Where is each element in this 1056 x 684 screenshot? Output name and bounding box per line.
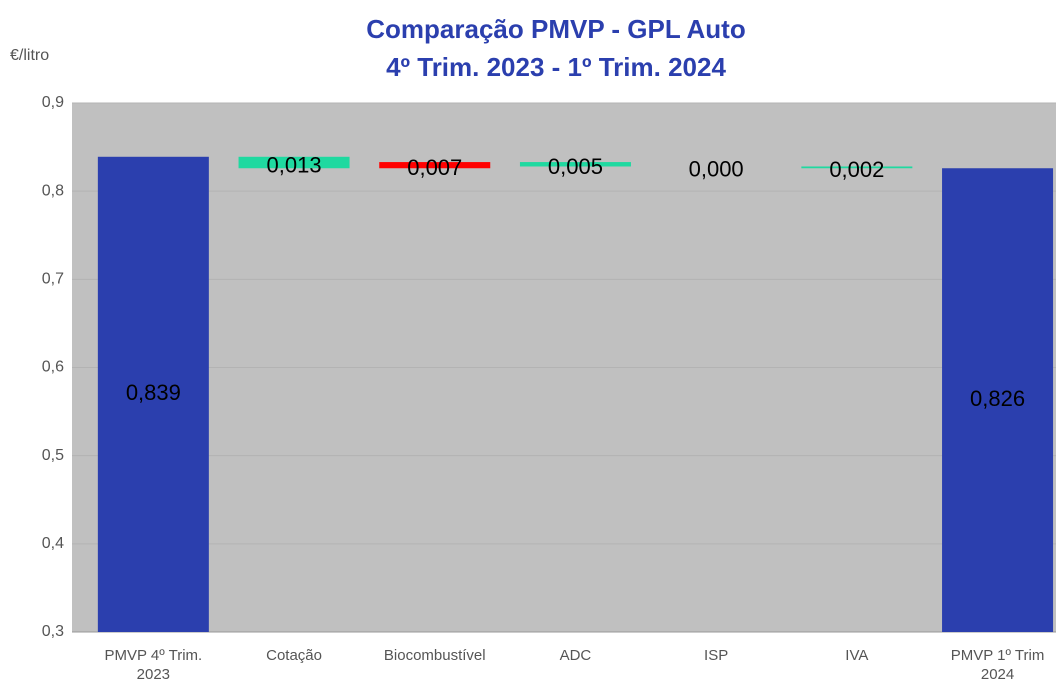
x-tick-label: ISP bbox=[704, 647, 729, 664]
y-tick-label: 0,8 bbox=[42, 182, 64, 199]
data-label: 0,839 bbox=[126, 380, 181, 405]
chart-title: Comparação PMVP - GPL Auto bbox=[366, 14, 745, 44]
x-tick-label: IVA bbox=[845, 647, 869, 664]
x-tick-label: Biocombustível bbox=[383, 647, 486, 664]
data-label: 0,013 bbox=[267, 152, 322, 177]
y-axis-label: €/litro bbox=[10, 47, 49, 64]
y-tick-label: 0,3 bbox=[42, 623, 64, 640]
data-label: 0,002 bbox=[829, 157, 884, 182]
y-tick-label: 0,5 bbox=[42, 447, 64, 464]
bar bbox=[801, 166, 913, 169]
x-tick-label: PMVP 1º Trim 2024 bbox=[950, 647, 1045, 683]
y-tick-label: 0,7 bbox=[42, 271, 64, 288]
bar bbox=[942, 168, 1054, 632]
y-tick-label: 0,9 bbox=[42, 94, 64, 111]
bar bbox=[379, 162, 491, 169]
chart-subtitle: 4º Trim. 2023 - 1º Trim. 2024 bbox=[386, 52, 726, 82]
bar bbox=[238, 156, 350, 169]
x-tick-label: PMVP 4º Trim. 2023 bbox=[104, 647, 203, 683]
x-tick-label: ADC bbox=[559, 647, 592, 664]
data-label: 0,826 bbox=[970, 386, 1025, 411]
data-label: 0,000 bbox=[689, 156, 744, 181]
data-label: 0,007 bbox=[407, 155, 462, 180]
y-tick-label: 0,4 bbox=[42, 535, 64, 552]
data-label: 0,005 bbox=[548, 154, 603, 179]
bar bbox=[97, 156, 209, 632]
y-tick-label: 0,6 bbox=[42, 359, 64, 376]
x-tick-label: Cotação bbox=[266, 647, 322, 664]
bar bbox=[519, 162, 631, 167]
